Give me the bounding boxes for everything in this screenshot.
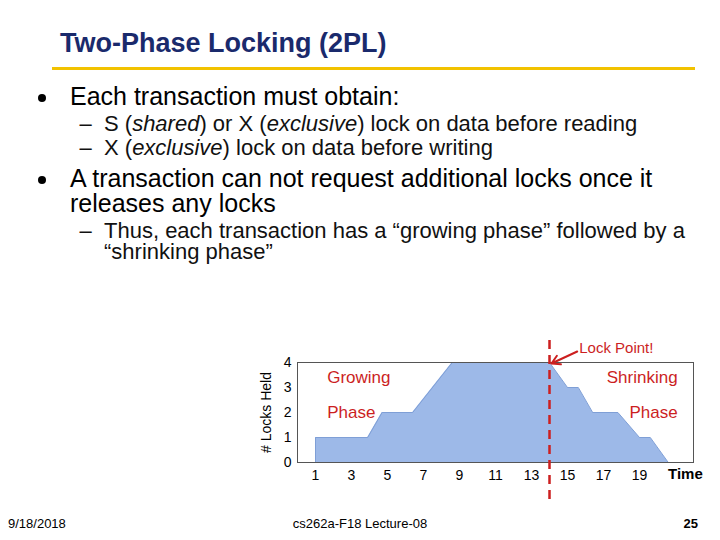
svg-text:3: 3 — [348, 467, 356, 483]
svg-text:1: 1 — [312, 467, 320, 483]
svg-text:5: 5 — [384, 467, 392, 483]
svg-text:# Locks Held: # Locks Held — [258, 372, 274, 453]
html-text:25: 25 — [683, 516, 698, 531]
html-text:Time: Time — [668, 465, 703, 482]
svg-text:Phase: Phase — [327, 403, 375, 422]
svg-text:Growing: Growing — [327, 368, 390, 387]
svg-text:0: 0 — [284, 454, 292, 470]
html-text:X (exclusive) lock on data bef: X (exclusive) lock on data before writin… — [104, 135, 493, 160]
svg-text:17: 17 — [596, 467, 612, 483]
html-text:9/18/2018: 9/18/2018 — [8, 516, 66, 531]
svg-text:4: 4 — [284, 354, 292, 370]
html-text:Thus, each transaction has a “: Thus, each transaction has a “growing ph… — [104, 218, 685, 264]
svg-text:7: 7 — [420, 467, 428, 483]
html-text:S (shared) or X (exclusive) lo: S (shared) or X (exclusive) lock on data… — [104, 111, 638, 136]
html-text:cs262a-F18 Lecture-08: cs262a-F18 Lecture-08 — [292, 516, 428, 531]
html-text:Each transaction must obtain:: Each transaction must obtain: — [70, 82, 400, 110]
svg-text:9: 9 — [456, 467, 464, 483]
svg-text:15: 15 — [560, 467, 576, 483]
svg-text:19: 19 — [632, 467, 648, 483]
html-text:A transaction can not request: A transaction can not request additional… — [70, 164, 653, 217]
svg-text:Phase: Phase — [629, 403, 677, 422]
svg-text:11: 11 — [488, 467, 503, 483]
svg-text:2: 2 — [284, 404, 292, 420]
svg-text:Lock Point!: Lock Point! — [579, 339, 653, 356]
html-text:Two-Phase Locking (2PL): Two-Phase Locking (2PL) — [60, 28, 387, 58]
svg-text:Shrinking: Shrinking — [607, 368, 678, 387]
svg-text:3: 3 — [284, 379, 292, 395]
svg-text:1: 1 — [284, 429, 292, 445]
svg-text:13: 13 — [524, 467, 540, 483]
